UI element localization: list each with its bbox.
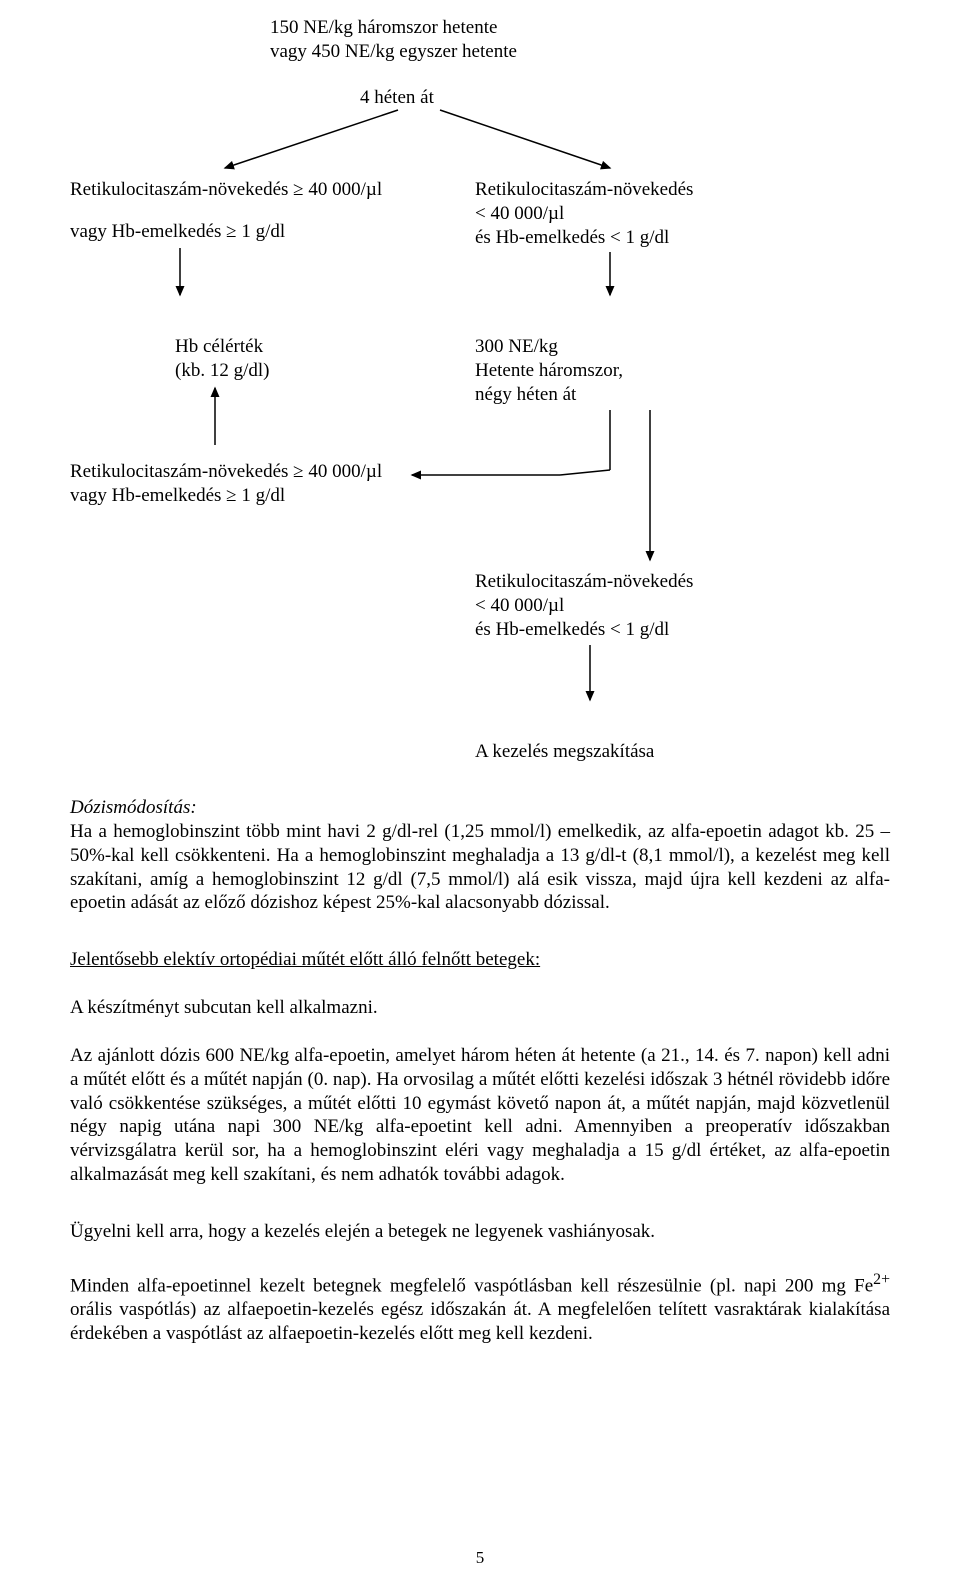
p3-superscript: 2+ — [873, 1271, 890, 1288]
paragraph-2: Ügyelni kell arra, hogy a kezelés elején… — [70, 1220, 890, 1244]
dosemod-label: Dózismódosítás: — [70, 796, 197, 820]
dosemod-text: Ha a hemoglobinszint több mint havi 2 g/… — [70, 820, 890, 915]
p3-part-b: orális vaspótlás) az alfaepoetin-kezelés… — [70, 1299, 890, 1344]
paragraph-3: Minden alfa-epoetinnel kezelt betegnek m… — [70, 1270, 890, 1346]
document-page: 150 NE/kg háromszor hetente vagy 450 NE/… — [0, 0, 960, 1576]
treatment-stop: A kezelés megszakítása — [475, 740, 654, 764]
subcutan-text: A készítményt subcutan kell alkalmazni. — [70, 996, 378, 1020]
arrow-from-dose2 — [0, 0, 960, 800]
page-number: 5 — [0, 1548, 960, 1568]
p3-part-a: Minden alfa-epoetinnel kezelt betegnek m… — [70, 1275, 873, 1296]
ortho-heading: Jelentősebb elektív ortopédiai műtét elő… — [70, 948, 540, 972]
paragraph-1: Az ajánlott dózis 600 NE/kg alfa-epoetin… — [70, 1044, 890, 1187]
